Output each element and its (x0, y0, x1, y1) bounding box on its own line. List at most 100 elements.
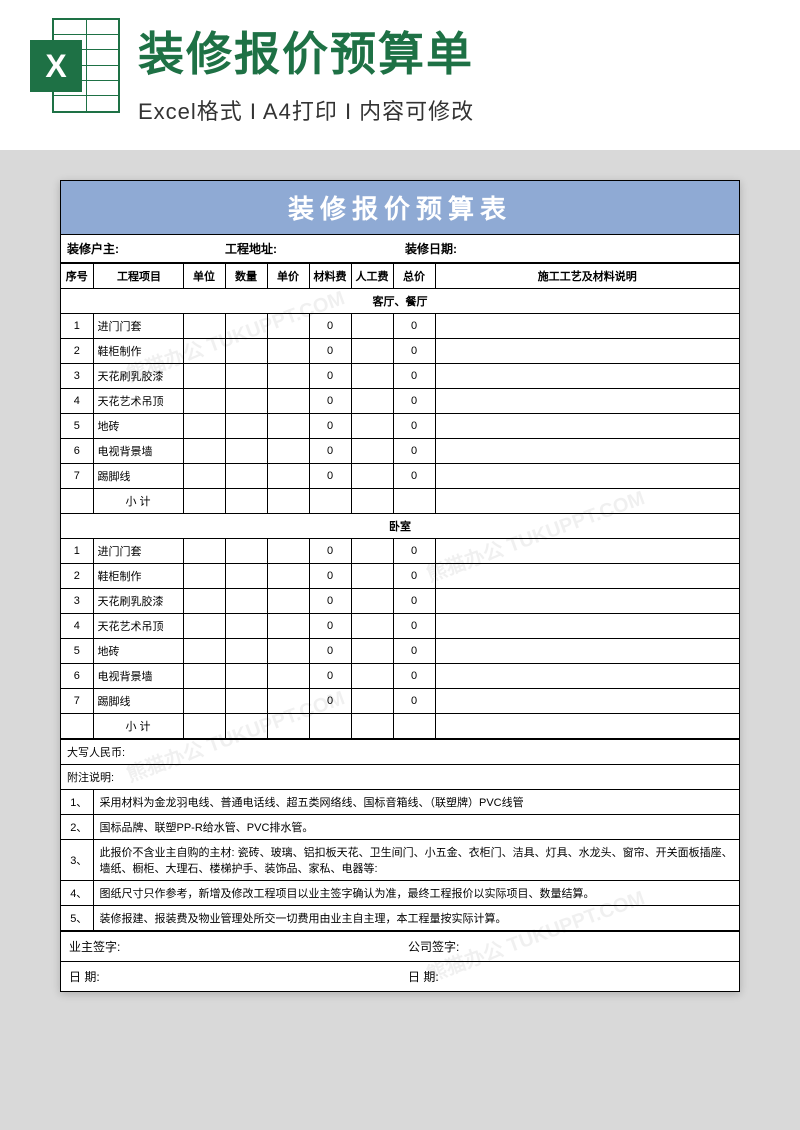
cell-qty (225, 689, 267, 714)
cell-labor (351, 414, 393, 439)
cell-desc (435, 639, 739, 664)
cell-material: 0 (309, 639, 351, 664)
excel-icon: X (30, 18, 120, 113)
table-row: 1进门门套00 (61, 314, 739, 339)
cell-unit (183, 389, 225, 414)
cell-labor (351, 564, 393, 589)
cell-price (267, 314, 309, 339)
cell-seq: 2 (61, 564, 93, 589)
cell-unit (183, 464, 225, 489)
cell-labor (351, 364, 393, 389)
note-row: 4、图纸尺寸只作参考，新增及修改工程项目以业主签字确认为准，最终工程报价以实际项… (61, 881, 739, 906)
cell-qty (225, 339, 267, 364)
table-row: 5地砖00 (61, 414, 739, 439)
note-num: 2、 (61, 815, 93, 840)
cell-item: 踢脚线 (93, 464, 183, 489)
cell-unit (183, 689, 225, 714)
cell-qty (225, 439, 267, 464)
table-row: 7踢脚线00 (61, 464, 739, 489)
cell-total: 0 (393, 414, 435, 439)
date-row: 日 期: 日 期: (61, 961, 739, 991)
cell-desc (435, 414, 739, 439)
cell-seq: 6 (61, 439, 93, 464)
cell-total: 0 (393, 614, 435, 639)
cell-price (267, 339, 309, 364)
cell-material: 0 (309, 389, 351, 414)
note-text: 国标品牌、联塑PP-R给水管、PVC排水管。 (93, 815, 739, 840)
cell-seq: 4 (61, 389, 93, 414)
cell-seq: 7 (61, 689, 93, 714)
table-row: 6电视背景墙00 (61, 439, 739, 464)
cell-price (267, 589, 309, 614)
note-num: 3、 (61, 840, 93, 881)
cell-total: 0 (393, 539, 435, 564)
cell-desc (435, 664, 739, 689)
signature-row: 业主签字: 公司签字: (61, 931, 739, 961)
note-row: 5、装修报建、报装费及物业管理处所交一切费用由业主自主理，本工程量按实际计算。 (61, 906, 739, 931)
cell-labor (351, 539, 393, 564)
cell-qty (225, 589, 267, 614)
cell-unit (183, 664, 225, 689)
page-background: 装修报价预算表 装修户主: 工程地址: 装修日期: 序号 工程项目 单位 数量 … (0, 150, 800, 1130)
cell-item: 天花刷乳胶漆 (93, 589, 183, 614)
document-page: 装修报价预算表 装修户主: 工程地址: 装修日期: 序号 工程项目 单位 数量 … (60, 180, 740, 992)
cell-seq: 5 (61, 414, 93, 439)
cell-total: 0 (393, 589, 435, 614)
main-title: 装修报价预算单 (138, 18, 770, 84)
cell-seq: 2 (61, 339, 93, 364)
subtitle: Excel格式 I A4打印 I 内容可修改 (138, 94, 770, 126)
cell-price (267, 689, 309, 714)
cell-price (267, 664, 309, 689)
cell-desc (435, 589, 739, 614)
table-row: 4天花艺术吊顶00 (61, 389, 739, 414)
cell-item: 踢脚线 (93, 689, 183, 714)
cell-qty (225, 364, 267, 389)
note-num: 1、 (61, 790, 93, 815)
cell-labor (351, 614, 393, 639)
section-name: 卧室 (61, 514, 739, 539)
date1: 日 期: (61, 962, 400, 991)
cell-price (267, 539, 309, 564)
col-price: 单价 (267, 264, 309, 289)
col-unit: 单位 (183, 264, 225, 289)
cell-desc (435, 339, 739, 364)
col-qty: 数量 (225, 264, 267, 289)
cell-unit (183, 614, 225, 639)
note-text: 此报价不含业主自购的主材: 瓷砖、玻璃、铝扣板天花、卫生间门、小五金、衣柜门、洁… (93, 840, 739, 881)
table-header-row: 序号 工程项目 单位 数量 单价 材料费 人工费 总价 施工工艺及材料说明 (61, 264, 739, 289)
cell-qty (225, 664, 267, 689)
cell-desc (435, 464, 739, 489)
cell-total: 0 (393, 464, 435, 489)
note-text: 采用材料为金龙羽电线、普通电话线、超五类网络线、国标音箱线、（联塑牌）PVC线管 (93, 790, 739, 815)
cell-item: 电视背景墙 (93, 439, 183, 464)
cell-material: 0 (309, 589, 351, 614)
note-num: 4、 (61, 881, 93, 906)
excel-badge: X (30, 40, 82, 92)
cell-qty (225, 614, 267, 639)
cell-seq: 4 (61, 614, 93, 639)
table-row: 6电视背景墙00 (61, 664, 739, 689)
table-row: 2鞋柜制作00 (61, 339, 739, 364)
cell-item: 天花艺术吊顶 (93, 389, 183, 414)
table-row: 4天花艺术吊顶00 (61, 614, 739, 639)
cell-material: 0 (309, 614, 351, 639)
note-row: 1、采用材料为金龙羽电线、普通电话线、超五类网络线、国标音箱线、（联塑牌）PVC… (61, 790, 739, 815)
cell-seq: 5 (61, 639, 93, 664)
cell-total: 0 (393, 689, 435, 714)
cell-unit (183, 339, 225, 364)
cell-price (267, 414, 309, 439)
cell-total: 0 (393, 664, 435, 689)
subtotal-row: 小 计 (61, 489, 739, 514)
col-labor: 人工费 (351, 264, 393, 289)
cell-material: 0 (309, 439, 351, 464)
table-row: 5地砖00 (61, 639, 739, 664)
budget-table: 序号 工程项目 单位 数量 单价 材料费 人工费 总价 施工工艺及材料说明 客厅… (61, 263, 739, 739)
cell-seq: 1 (61, 539, 93, 564)
subtotal-row: 小 计 (61, 714, 739, 739)
note-num: 5、 (61, 906, 93, 931)
col-item: 工程项目 (93, 264, 183, 289)
cell-item: 进门门套 (93, 314, 183, 339)
note-row: 3、此报价不含业主自购的主材: 瓷砖、玻璃、铝扣板天花、卫生间门、小五金、衣柜门… (61, 840, 739, 881)
cell-labor (351, 689, 393, 714)
cell-price (267, 389, 309, 414)
